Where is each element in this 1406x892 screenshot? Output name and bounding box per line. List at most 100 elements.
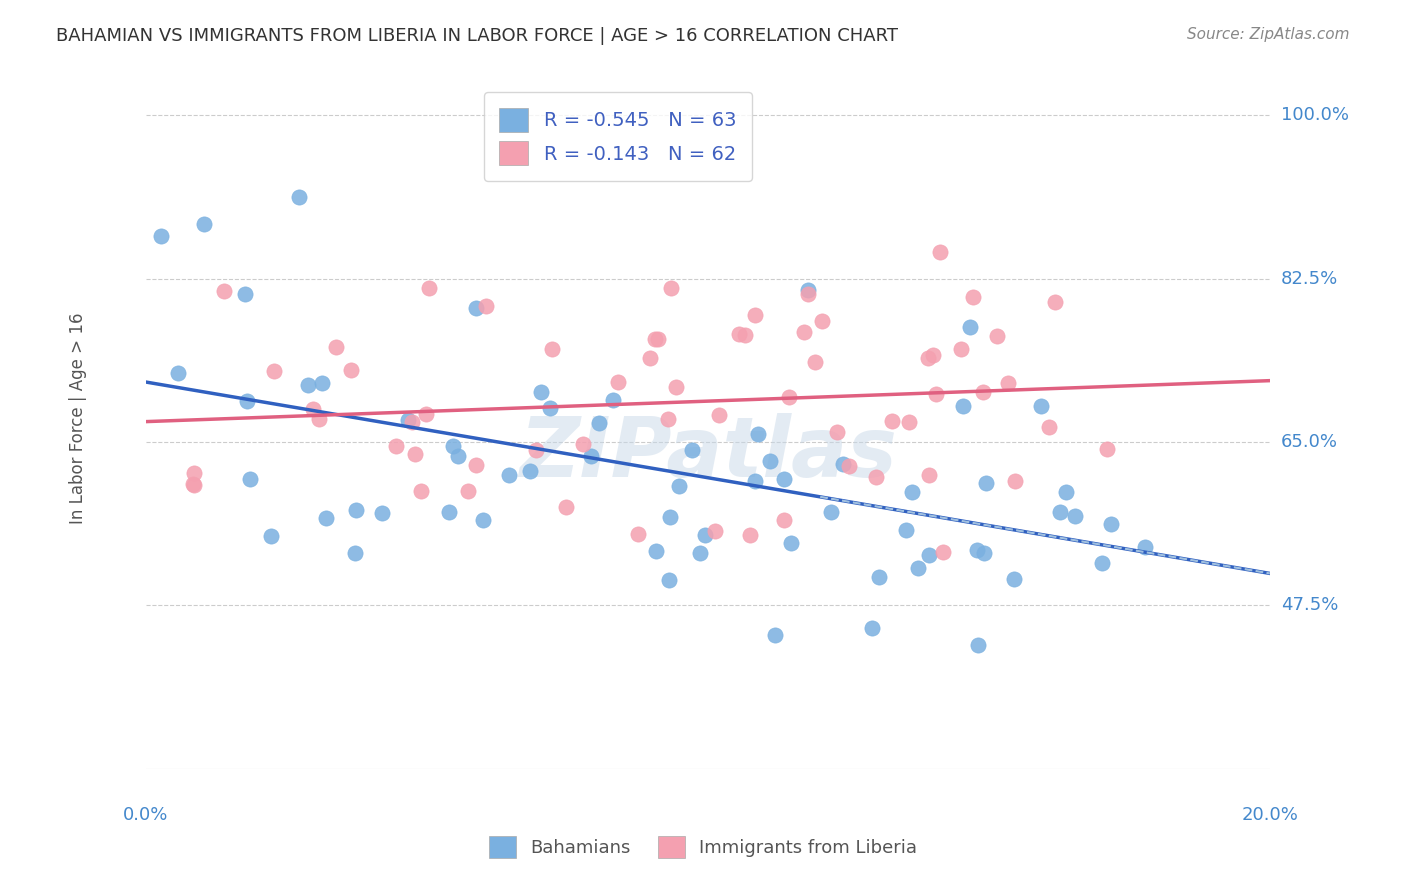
Point <box>644 332 666 346</box>
Point <box>804 355 827 369</box>
Point <box>193 218 215 232</box>
Point <box>571 437 593 451</box>
Text: 47.5%: 47.5% <box>1281 597 1339 615</box>
Point <box>952 399 974 413</box>
Text: ZIPatlas: ZIPatlas <box>519 413 897 494</box>
Point <box>734 327 756 342</box>
Point <box>868 570 890 584</box>
Point <box>959 319 981 334</box>
Point <box>921 348 943 362</box>
Point <box>665 380 688 394</box>
Point <box>659 510 682 524</box>
Point <box>796 283 818 297</box>
Point <box>239 472 262 486</box>
Point <box>901 484 924 499</box>
Point <box>638 351 661 365</box>
Point <box>1004 474 1026 488</box>
Point <box>747 426 769 441</box>
Point <box>644 543 666 558</box>
Point <box>659 281 682 295</box>
Point <box>465 301 488 315</box>
Point <box>744 474 766 488</box>
Point <box>464 458 486 472</box>
Point <box>409 483 432 498</box>
Legend: Bahamians, Immigrants from Liberia: Bahamians, Immigrants from Liberia <box>481 829 925 865</box>
Point <box>340 363 363 377</box>
Point <box>579 449 602 463</box>
Point <box>530 384 553 399</box>
Point <box>929 244 952 259</box>
Point <box>371 507 394 521</box>
Point <box>647 332 669 346</box>
Point <box>820 505 842 519</box>
Point <box>907 561 929 575</box>
Point <box>475 299 498 313</box>
Point <box>880 414 903 428</box>
Point <box>693 527 716 541</box>
Point <box>404 447 426 461</box>
Point <box>418 281 440 295</box>
Point <box>966 542 988 557</box>
Point <box>183 477 205 491</box>
Point <box>627 527 650 541</box>
Point <box>974 476 997 491</box>
Point <box>498 467 520 482</box>
Legend: R = -0.545   N = 63, R = -0.143   N = 62: R = -0.545 N = 63, R = -0.143 N = 62 <box>484 92 752 180</box>
Point <box>918 548 941 562</box>
Point <box>773 513 796 527</box>
Point <box>260 529 283 543</box>
Point <box>588 416 610 430</box>
Point <box>894 523 917 537</box>
Point <box>1038 420 1060 434</box>
Point <box>932 544 955 558</box>
Point <box>831 457 853 471</box>
Point <box>166 366 188 380</box>
Text: 0.0%: 0.0% <box>122 806 169 824</box>
Point <box>997 376 1019 390</box>
Text: BAHAMIAN VS IMMIGRANTS FROM LIBERIA IN LABOR FORCE | AGE > 16 CORRELATION CHART: BAHAMIAN VS IMMIGRANTS FROM LIBERIA IN L… <box>56 27 898 45</box>
Text: 100.0%: 100.0% <box>1281 106 1350 124</box>
Point <box>972 385 994 400</box>
Point <box>668 479 690 493</box>
Point <box>1054 484 1077 499</box>
Point <box>738 528 761 542</box>
Point <box>744 308 766 322</box>
Text: 20.0%: 20.0% <box>1241 806 1298 824</box>
Point <box>396 413 419 427</box>
Point <box>607 375 630 389</box>
Point <box>810 313 832 327</box>
Point <box>825 425 848 440</box>
Point <box>950 342 973 356</box>
Point <box>183 467 205 481</box>
Point <box>212 284 235 298</box>
Point <box>918 468 941 483</box>
Point <box>925 387 948 401</box>
Point <box>302 401 325 416</box>
Point <box>797 286 820 301</box>
Point <box>917 351 939 365</box>
Point <box>1043 294 1066 309</box>
Point <box>1133 540 1156 554</box>
Point <box>763 628 786 642</box>
Point <box>297 378 319 392</box>
Point <box>471 513 494 527</box>
Point <box>344 502 367 516</box>
Point <box>437 506 460 520</box>
Point <box>1064 509 1087 524</box>
Point <box>602 392 624 407</box>
Point <box>865 470 887 484</box>
Point <box>962 290 984 304</box>
Text: 65.0%: 65.0% <box>1281 433 1339 451</box>
Point <box>1049 505 1071 519</box>
Point <box>415 408 437 422</box>
Point <box>441 439 464 453</box>
Point <box>149 228 172 243</box>
Text: Source: ZipAtlas.com: Source: ZipAtlas.com <box>1187 27 1350 42</box>
Text: 82.5%: 82.5% <box>1281 269 1339 287</box>
Point <box>707 408 730 422</box>
Point <box>344 546 367 560</box>
Point <box>689 546 711 560</box>
Point <box>772 472 794 486</box>
Point <box>1091 557 1114 571</box>
Point <box>681 443 703 458</box>
